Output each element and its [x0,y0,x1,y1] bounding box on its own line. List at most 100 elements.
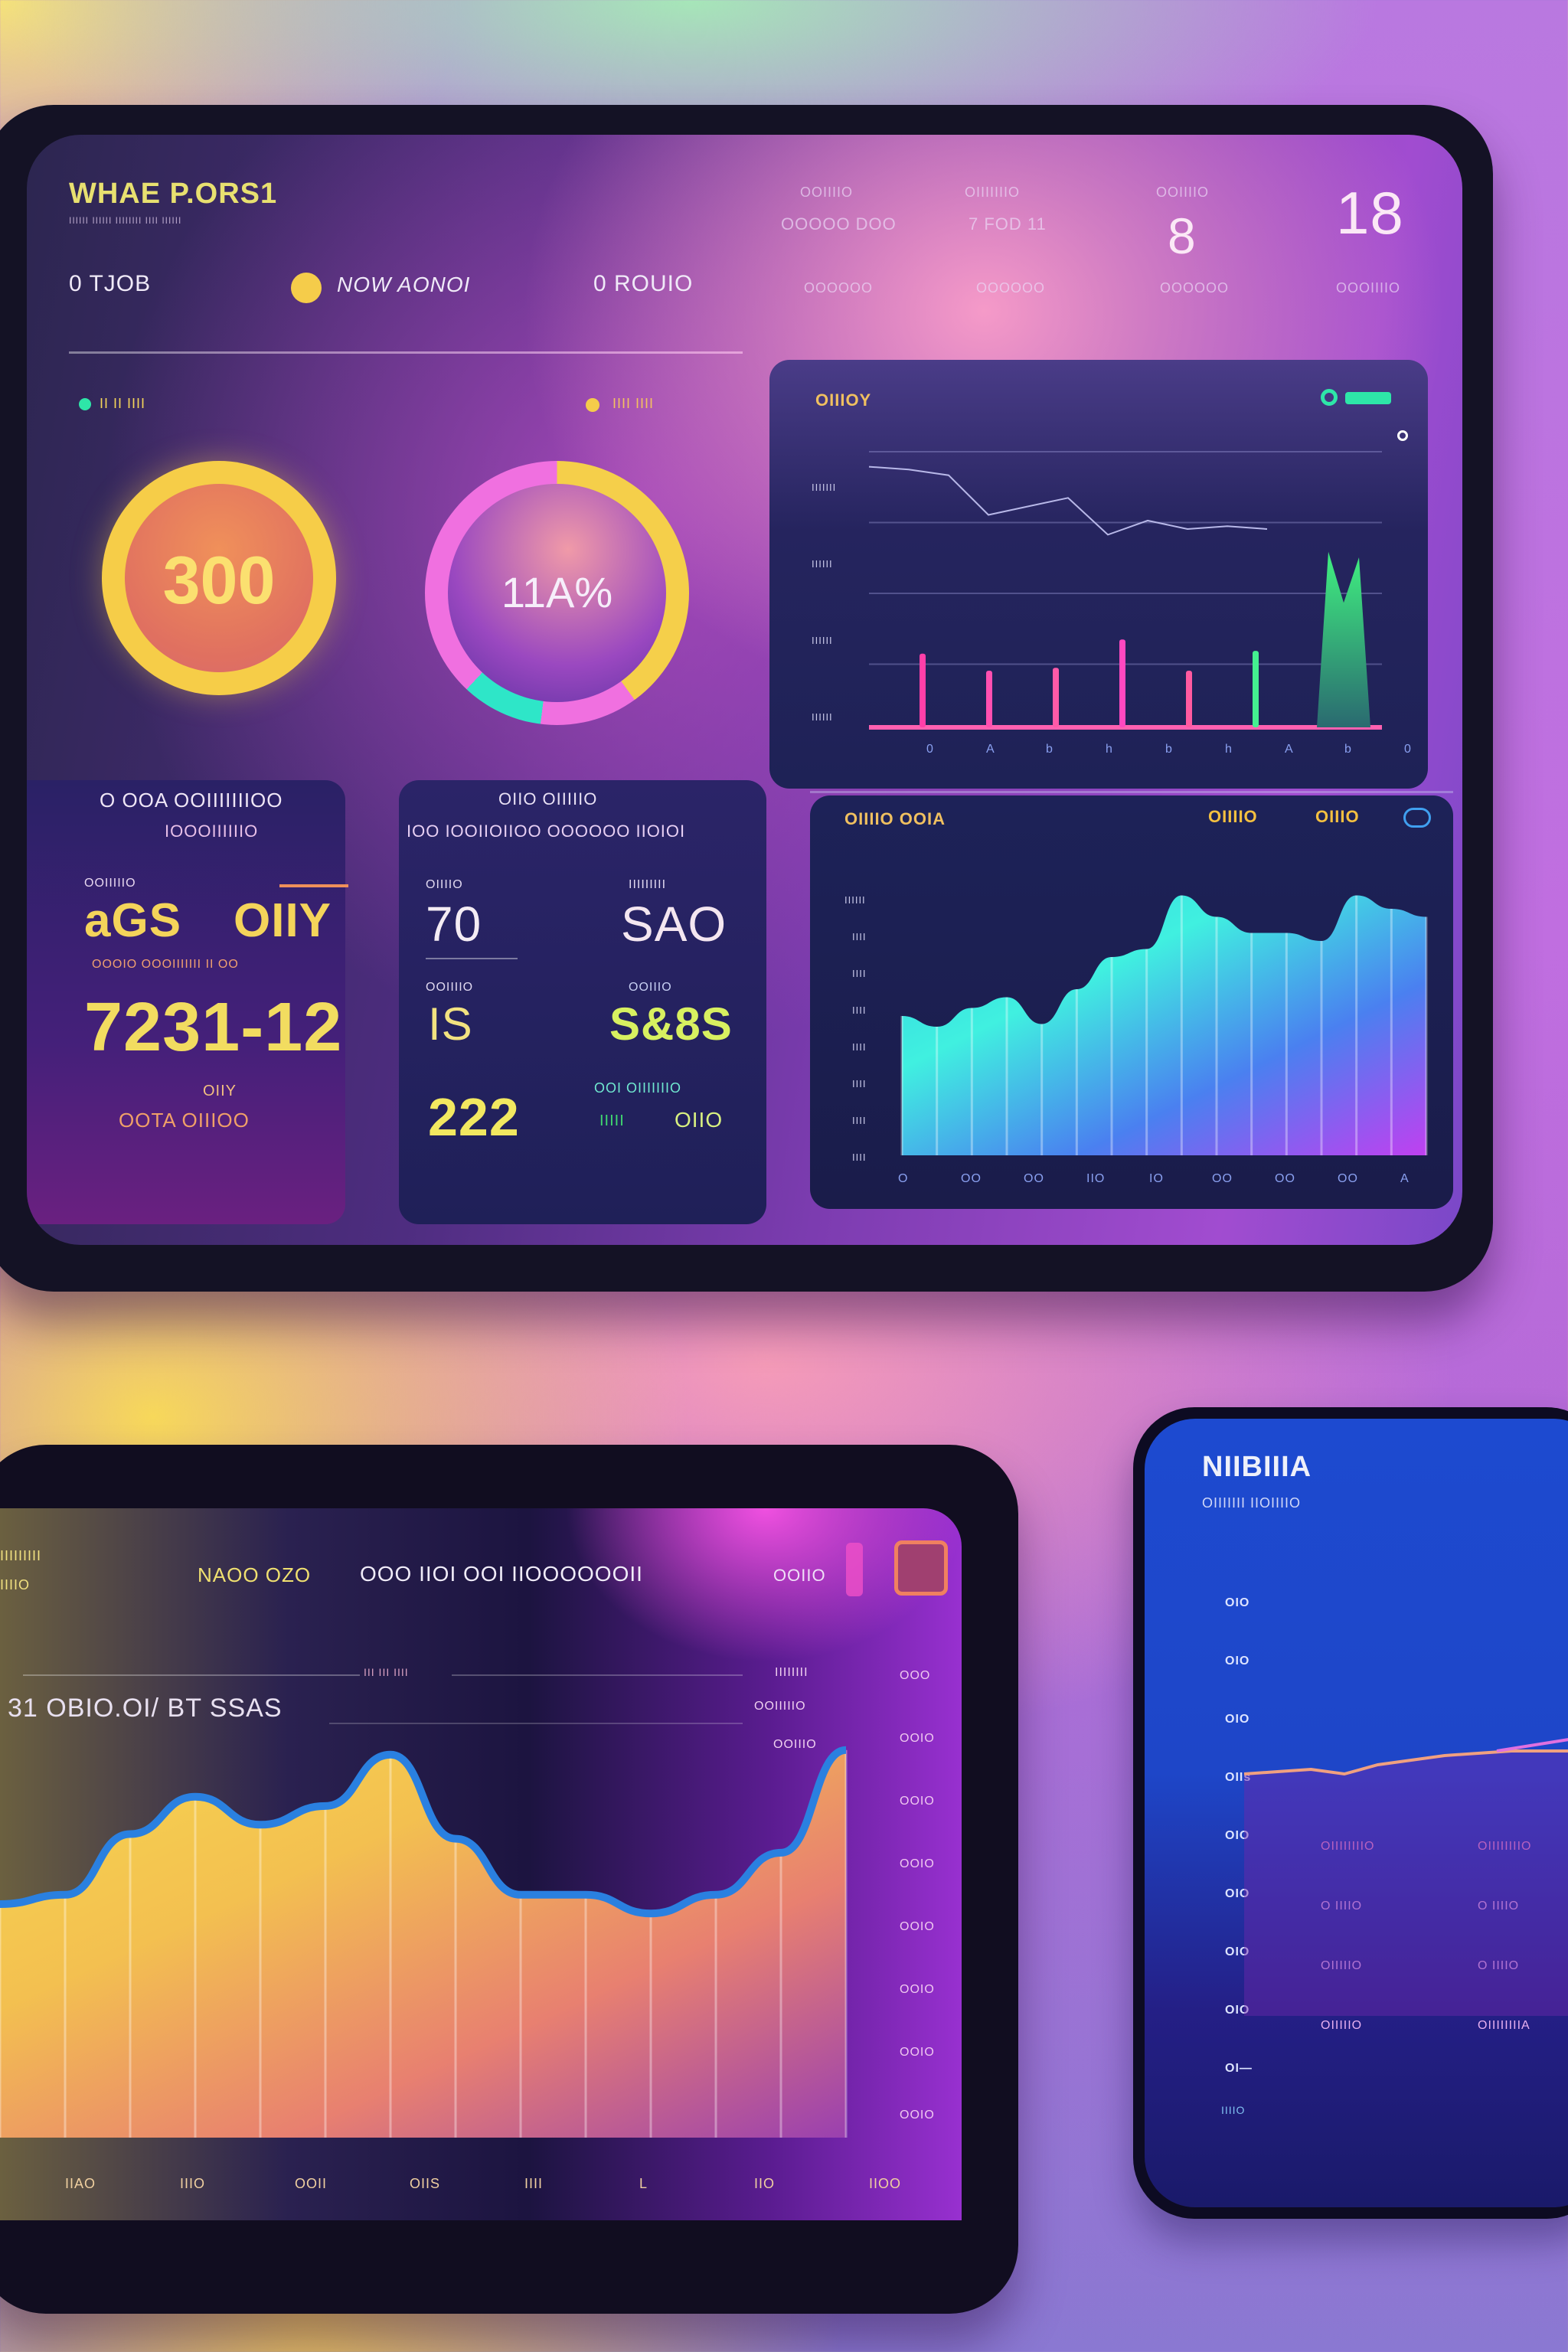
stat-sub: OOOOOO [804,280,874,296]
cell-label: OOIIIO [629,981,672,994]
accent-bar [279,884,348,887]
y-tick-label: OIO [1225,1887,1250,1900]
tab-3[interactable]: 0 ROUIO [593,271,694,296]
x-tick-label: A [1400,1172,1410,1185]
tab-1[interactable]: 0 TJOB [69,271,152,296]
y-tick-label: OOO [900,1669,931,1682]
gauge-1-inner [125,484,313,672]
x-tick-label: b [1046,743,1054,756]
table-cell: OIIIIIO [1321,2019,1363,2032]
gauge-2-value: 11A% [501,568,613,616]
y-tick-label: OIO [1225,2004,1250,2017]
stat-value: 7 FOD 11 [969,214,1047,234]
card-left-value-1: aGS [84,894,182,947]
x-tick-label: IIAO [65,2176,96,2191]
table-cell: O IIIIO [1321,1900,1362,1913]
bar [986,671,992,727]
info-icon[interactable] [1397,430,1408,441]
gauge-1-value: 300 [162,542,276,618]
y-tick-label: OIO [1225,1655,1250,1668]
dashboard-title: WHAE P.ORS1 [69,178,278,210]
card-subheading: IOOOIIIIIIO [165,822,259,841]
chart-top-title: OIIIOY [815,390,872,410]
card-heading: OIIO OIIIIIO [498,789,598,808]
phone-line-2 [1496,1738,1568,1753]
y-tick-label: OOIO [900,1857,935,1870]
table-cell: O IIIIO [1478,1900,1519,1913]
right-label: OOIIIIIO [754,1700,806,1713]
card-footer-label: OIIY [203,1083,237,1099]
gauge-2-inner [448,484,666,702]
x-tick-label: OO [1212,1172,1233,1185]
panel-divider [810,791,1453,793]
divider [329,1723,743,1724]
x-tick-label: OO [1338,1172,1358,1185]
cell-label: OOIIIIO [426,981,474,994]
header-divider [69,351,743,354]
stat-label: OIIIIIIIO [965,185,1021,200]
stat-value: 8 [1168,207,1197,264]
y-tick-label: IIIIII [812,635,833,646]
y-tick-label: OOIO [900,2046,935,2059]
x-tick-label: IIOO [869,2176,902,2191]
cell-value: OIIO [675,1108,724,1132]
gauge-1: 300 [102,461,336,695]
divider [452,1674,743,1676]
header-left-line: IIIIO [0,1577,31,1592]
header-left-line: IIIIIIIII [0,1548,42,1563]
bar [1253,651,1259,727]
y-tick-label: IIIIIII [812,482,837,493]
y-tick-label: OOIO [900,2109,935,2122]
bar [920,653,926,727]
secondary-dashboard-screen: IIIIIIIII IIIIO NAOO OZO OOO IIOI OOI II… [0,1508,962,2220]
area-spike [1317,551,1370,727]
x-tick-label: A [986,743,995,756]
x-tick-label: OIIS [410,2176,441,2191]
chart-toggle[interactable] [1345,392,1391,404]
main-dashboard-screen: WHAE P.ORS1 IIIIII IIIIII IIIIIIII IIII … [27,135,1462,1245]
y-tick-label: IIII [852,1041,867,1053]
chip-2[interactable]: OIIIO [1315,807,1360,826]
dashboard-subtitle: IIIIII IIIIII IIIIIIII IIII IIIIII [69,215,182,226]
legend-dot-icon [79,398,91,410]
table-cell: OIIIIIIIIO [1478,1840,1531,1854]
y-tick-label: OIIs [1225,1771,1252,1784]
x-tick-label: h [1106,743,1113,756]
cell-value: 222 [428,1087,520,1147]
stat-label: OOIIIIO [800,185,854,200]
phone-line [1243,1749,1568,1776]
action-label[interactable]: OOIIO [773,1566,826,1585]
stat-value: 18 [1336,179,1404,247]
phone-area [1244,1751,1568,2016]
summary-card-left: O OOA OOIIIIIIIOO IOOOIIIIIIO OOIIIIIO a… [27,780,348,1224]
bar [1053,668,1059,727]
cell-value: S&8S [609,998,733,1050]
tablet-left-area-chart [0,1746,848,2138]
stat-value: OOOOO DOO [781,214,897,234]
refresh-icon[interactable] [1321,389,1338,406]
mid-badge: IIIII [599,1112,625,1129]
bar [1119,639,1125,727]
chip-1[interactable]: OIIIIO [1208,807,1258,826]
x-tick-label: b [1344,743,1352,756]
right-label: OOIIIO [773,1738,817,1751]
section-title: 31 OBIO.OI/ BT SSAS [8,1694,283,1723]
card-footer-value: OOTA OIIIOO [119,1109,250,1132]
y-tick-label: IIIIO [1221,2104,1246,2116]
tab-2[interactable]: NOW AONOI [337,273,471,296]
x-tick-label: 0 [1404,743,1412,756]
tablet-left-area [0,1749,846,2138]
toggle-icon[interactable] [1403,808,1431,828]
card-row-label: OOIIIIIO [84,877,136,890]
y-tick-label: OIO [1225,1829,1250,1842]
calendar-icon[interactable] [894,1540,948,1596]
bookmark-icon[interactable] [846,1543,863,1596]
cell-label: OOI OIIIIIIIO [594,1080,682,1096]
x-tick-label: OO [1024,1172,1044,1185]
stat-label: OOIIIIO [1156,185,1210,200]
menu-label[interactable]: NAOO OZO [198,1563,312,1586]
y-tick-label: OOIO [900,1920,935,1933]
x-tick-label: OO [1275,1172,1295,1185]
x-tick-label: b [1165,743,1173,756]
